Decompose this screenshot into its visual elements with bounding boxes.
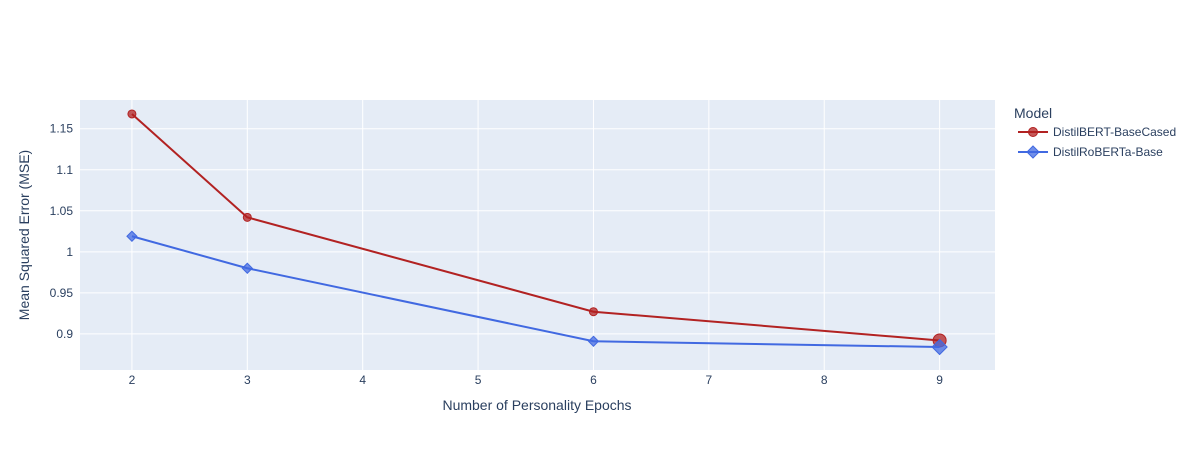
series-distilroberta-base — [126, 230, 948, 356]
legend-item-distilroberta[interactable]: DistilRoBERTa-Base — [1018, 145, 1163, 159]
grid-lines — [80, 100, 995, 370]
x-tick-labels: 2 3 4 5 6 7 8 9 — [129, 373, 944, 387]
x-axis-title: Number of Personality Epochs — [442, 397, 631, 413]
series-line — [131, 113, 940, 342]
legend-marker-diamond — [1026, 145, 1040, 159]
legend[interactable]: Model DistilBERT-BaseCased DistilRoBERTa… — [1014, 105, 1176, 159]
data-point[interactable] — [127, 109, 137, 119]
legend-item-distilbert[interactable]: DistilBERT-BaseCased — [1018, 125, 1176, 139]
data-point[interactable] — [126, 230, 138, 242]
series-line — [131, 235, 940, 349]
x-tick-label: 2 — [129, 373, 136, 387]
legend-label-distilbert: DistilBERT-BaseCased — [1053, 125, 1176, 139]
y-tick-label: 0.9 — [56, 327, 73, 341]
x-tick-label: 5 — [475, 373, 482, 387]
legend-marker-circle — [1028, 127, 1038, 137]
x-tick-label: 9 — [936, 373, 943, 387]
y-tick-label: 1.1 — [56, 163, 73, 177]
y-tick-label: 1.15 — [50, 122, 74, 136]
x-tick-label: 6 — [590, 373, 597, 387]
data-point[interactable] — [931, 338, 948, 356]
y-tick-label: 1.05 — [50, 204, 74, 218]
data-point[interactable] — [242, 212, 252, 222]
legend-label-distilroberta: DistilRoBERTa-Base — [1053, 145, 1163, 159]
y-tick-label: 1 — [66, 245, 73, 259]
y-tick-labels: 0.9 0.95 1 1.05 1.1 1.15 — [50, 122, 74, 341]
data-point[interactable] — [587, 335, 600, 347]
x-tick-label: 4 — [359, 373, 366, 387]
y-tick-label: 0.95 — [50, 286, 74, 300]
legend-title: Model — [1014, 105, 1052, 121]
y-axis-title: Mean Squared Error (MSE) — [16, 150, 32, 320]
series-layer — [126, 109, 948, 356]
x-tick-label: 3 — [244, 373, 251, 387]
x-tick-label: 7 — [706, 373, 713, 387]
data-point[interactable] — [241, 262, 254, 274]
x-tick-label: 8 — [821, 373, 828, 387]
data-point[interactable] — [588, 307, 598, 317]
plot-background — [80, 100, 995, 370]
